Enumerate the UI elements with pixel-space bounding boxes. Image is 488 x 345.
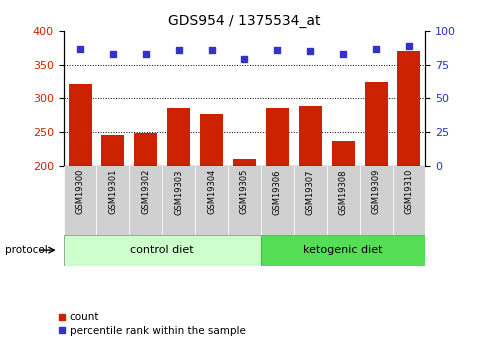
Bar xyxy=(331,141,354,166)
Text: GSM19306: GSM19306 xyxy=(272,169,281,215)
Bar xyxy=(96,166,129,235)
Text: GSM19305: GSM19305 xyxy=(240,169,248,215)
Point xyxy=(339,51,346,57)
Text: GSM19304: GSM19304 xyxy=(207,169,216,215)
Text: GDS954 / 1375534_at: GDS954 / 1375534_at xyxy=(168,14,320,28)
Text: GSM19309: GSM19309 xyxy=(371,169,380,215)
Bar xyxy=(200,115,223,166)
Bar xyxy=(232,159,256,166)
Point xyxy=(371,46,379,51)
Text: GSM19301: GSM19301 xyxy=(108,169,117,215)
Bar xyxy=(167,108,190,166)
Bar xyxy=(129,166,162,235)
Bar xyxy=(392,166,425,235)
Bar xyxy=(162,166,195,235)
Point xyxy=(142,51,149,57)
Point xyxy=(207,47,215,53)
Bar xyxy=(359,166,392,235)
Text: control diet: control diet xyxy=(130,245,194,255)
Legend: count, percentile rank within the sample: count, percentile rank within the sample xyxy=(54,308,249,340)
Text: GSM19310: GSM19310 xyxy=(404,169,413,215)
Text: GSM19300: GSM19300 xyxy=(75,169,84,215)
Text: protocol: protocol xyxy=(5,245,47,255)
Bar xyxy=(397,51,420,166)
Bar xyxy=(227,166,261,235)
Text: ketogenic diet: ketogenic diet xyxy=(303,245,382,255)
Bar xyxy=(195,166,227,235)
Point xyxy=(174,47,182,53)
Point xyxy=(76,46,84,51)
Text: GSM19302: GSM19302 xyxy=(141,169,150,215)
Text: GSM19308: GSM19308 xyxy=(338,169,347,215)
Bar xyxy=(298,106,321,166)
Text: GSM19303: GSM19303 xyxy=(174,169,183,215)
Bar xyxy=(68,83,91,166)
Bar xyxy=(101,135,124,166)
Bar xyxy=(364,82,387,166)
Bar xyxy=(326,166,359,235)
Bar xyxy=(265,108,288,166)
Point xyxy=(240,57,248,62)
Point xyxy=(109,51,117,57)
Bar xyxy=(63,166,96,235)
Bar xyxy=(63,235,261,266)
Point xyxy=(306,49,314,54)
Text: GSM19307: GSM19307 xyxy=(305,169,314,215)
Point xyxy=(273,47,281,53)
Bar xyxy=(293,166,326,235)
Bar xyxy=(261,166,293,235)
Bar xyxy=(134,132,157,166)
Point xyxy=(404,43,412,49)
Bar xyxy=(261,235,425,266)
